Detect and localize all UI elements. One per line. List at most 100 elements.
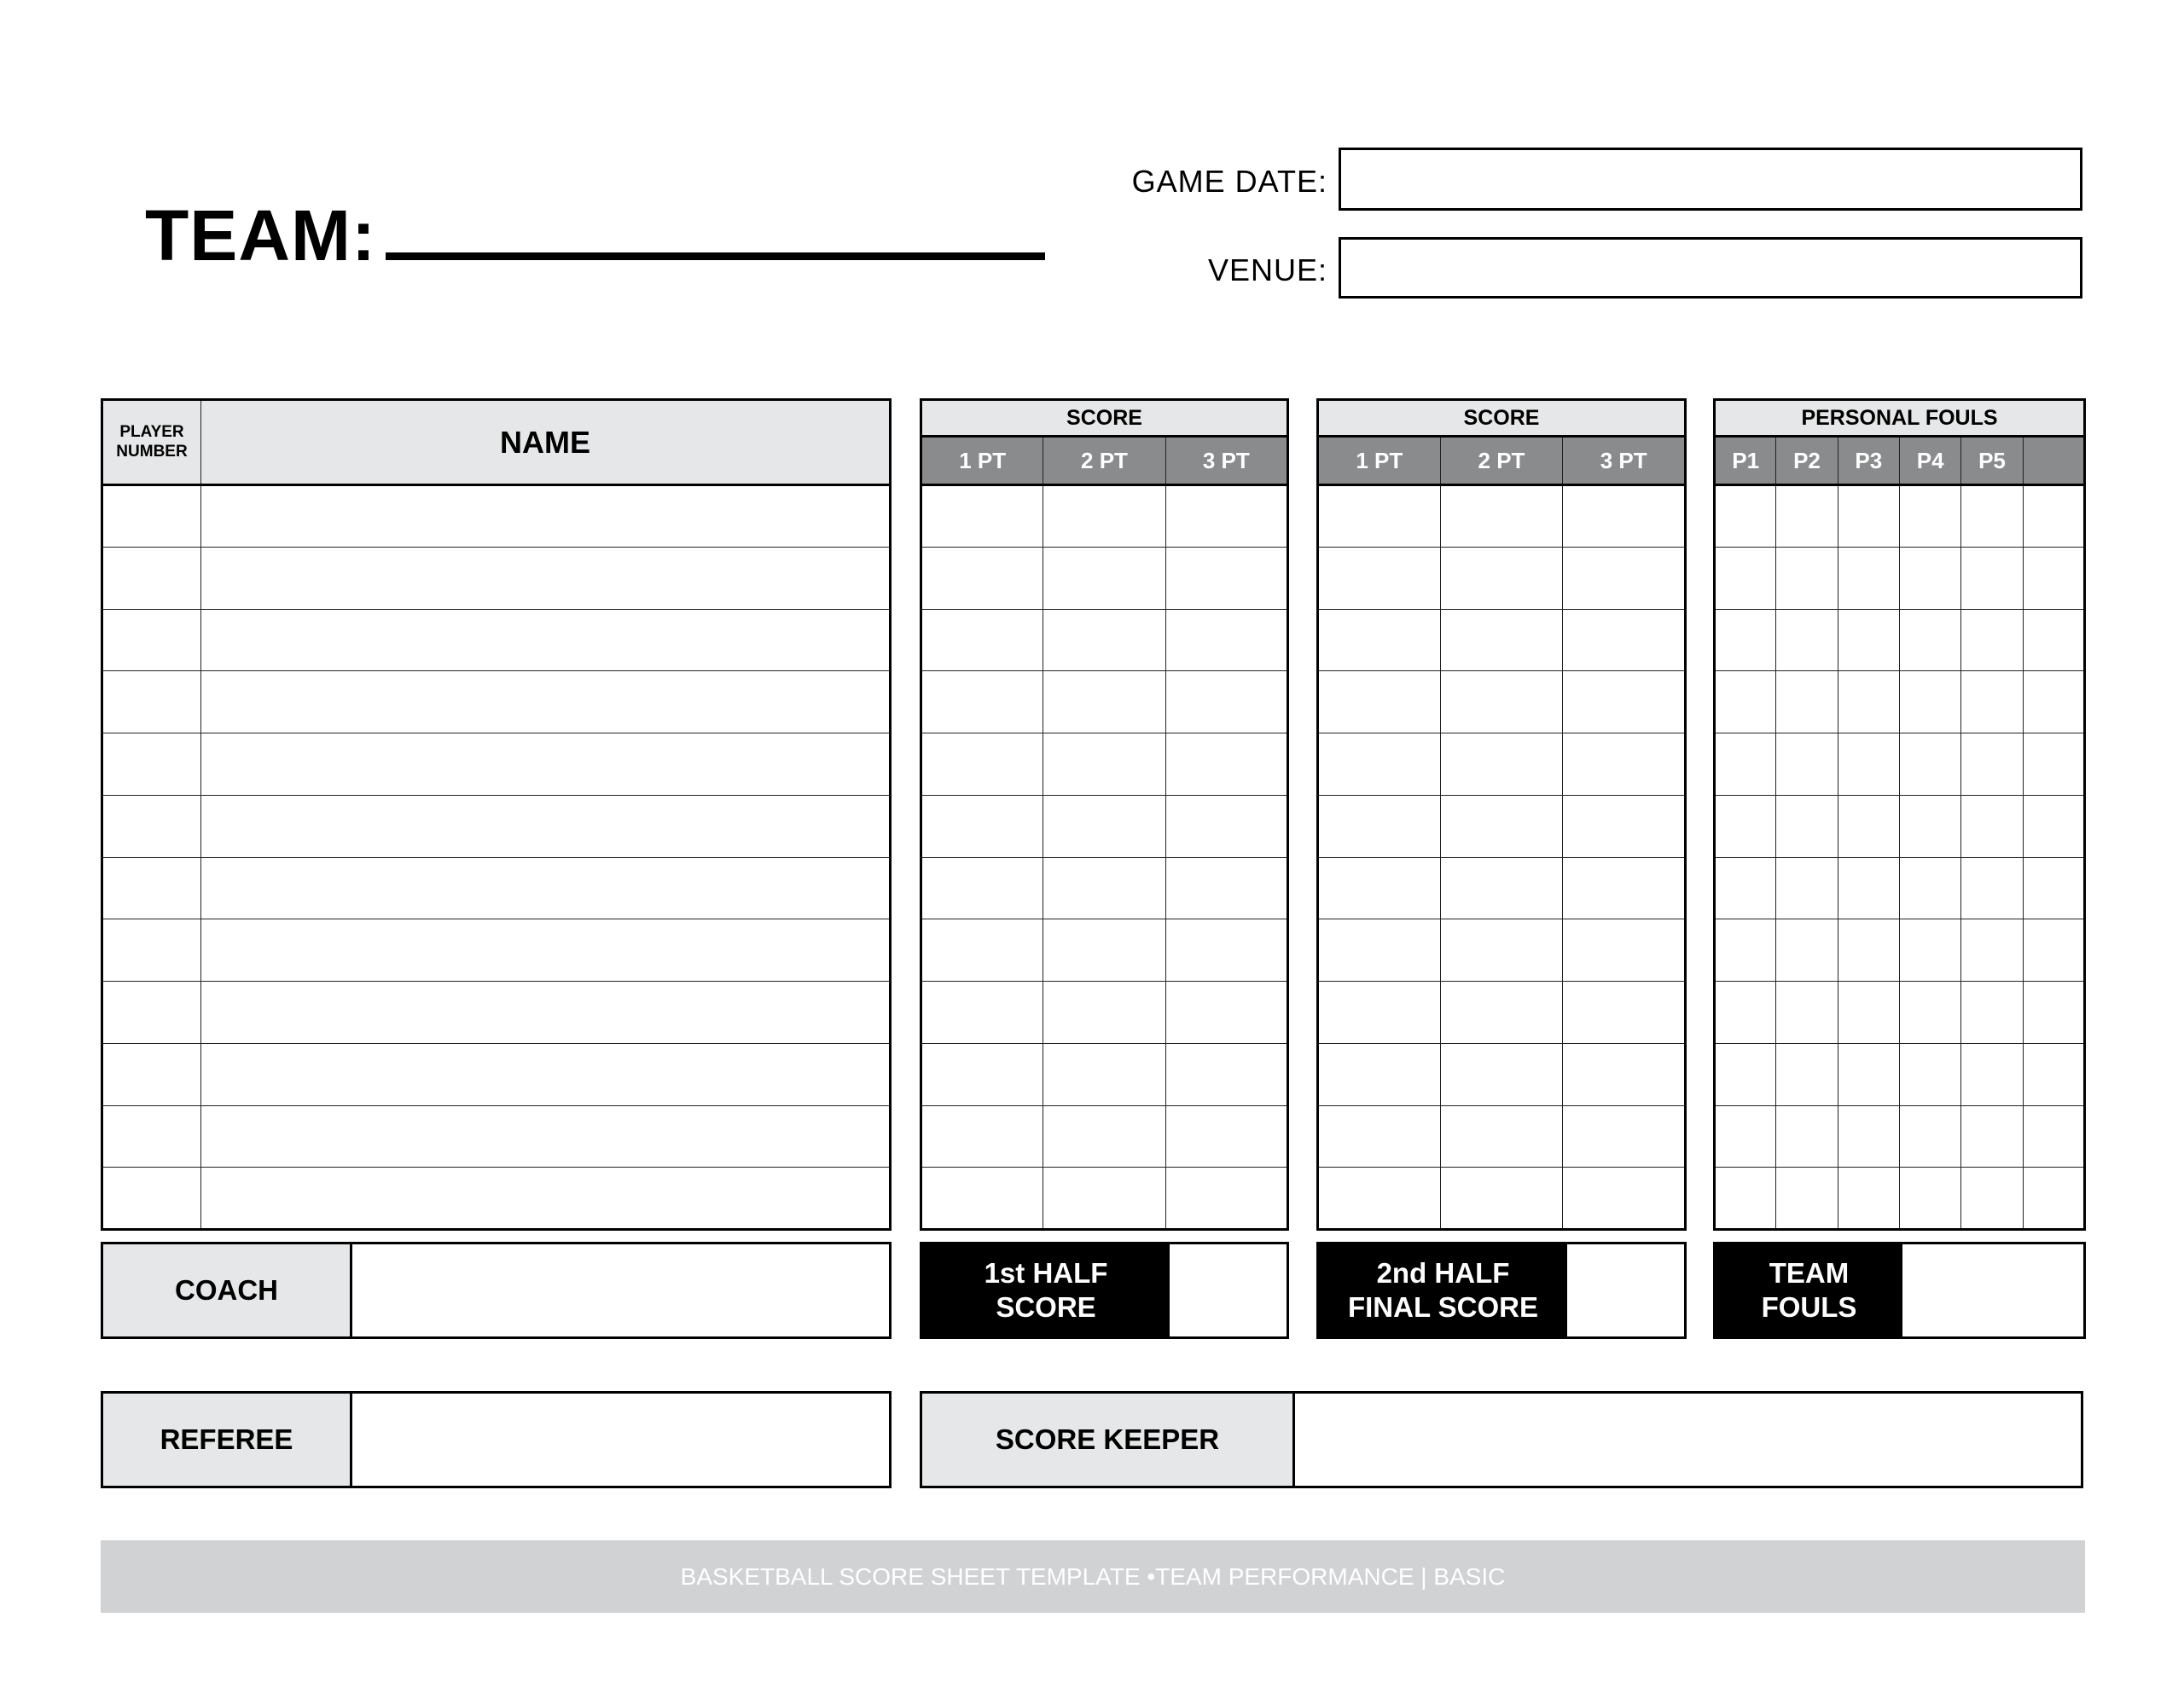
score-1-cell[interactable] [1043,919,1166,982]
foul-cell[interactable] [1837,1167,1900,1230]
foul-cell[interactable] [1898,670,1962,733]
score-2-cell[interactable] [1562,484,1686,548]
venue-field[interactable] [1339,237,2082,299]
foul-cell[interactable] [2022,919,2086,982]
score-2-cell[interactable] [1562,670,1686,733]
foul-cell[interactable] [1960,1042,2024,1106]
foul-cell[interactable] [2022,546,2086,610]
score-2-cell[interactable] [1439,608,1564,672]
score-1-cell[interactable] [1165,608,1289,672]
score-1-cell[interactable] [1043,1104,1166,1168]
score-1-cell[interactable] [1165,670,1289,733]
score-2-cell[interactable] [1317,981,1441,1044]
foul-cell[interactable] [1960,733,2024,796]
foul-cell[interactable] [1898,484,1962,548]
foul-cell[interactable] [2022,1167,2086,1230]
foul-cell[interactable] [2022,733,2086,796]
foul-cell[interactable] [1837,484,1900,548]
player-number-cell[interactable] [102,484,201,548]
player-number-cell[interactable] [102,981,201,1044]
final-score-field[interactable] [1567,1244,1684,1336]
foul-cell[interactable] [1837,856,1900,920]
score-1-cell[interactable] [920,608,1044,672]
foul-cell[interactable] [1960,794,2024,858]
foul-cell[interactable] [1898,1167,1962,1230]
player-number-cell[interactable] [102,733,201,796]
foul-cell[interactable] [1713,546,1777,610]
score-2-cell[interactable] [1439,733,1564,796]
score-2-cell[interactable] [1562,546,1686,610]
referee-field[interactable] [352,1394,889,1486]
score-1-cell[interactable] [1165,484,1289,548]
foul-cell[interactable] [1837,981,1900,1044]
foul-cell[interactable] [1713,919,1777,982]
foul-cell[interactable] [1960,484,2024,548]
foul-cell[interactable] [2022,484,2086,548]
score-2-cell[interactable] [1317,794,1441,858]
foul-cell[interactable] [1775,919,1838,982]
player-number-cell[interactable] [102,1167,201,1230]
score-2-cell[interactable] [1439,1167,1564,1230]
score-2-cell[interactable] [1439,794,1564,858]
foul-cell[interactable] [1775,670,1838,733]
foul-cell[interactable] [1713,1167,1777,1230]
player-number-cell[interactable] [102,1104,201,1168]
score-1-cell[interactable] [920,1042,1044,1106]
score-2-cell[interactable] [1562,1104,1686,1168]
score-2-cell[interactable] [1317,733,1441,796]
player-number-cell[interactable] [102,794,201,858]
player-name-cell[interactable] [200,608,891,672]
player-name-cell[interactable] [200,670,891,733]
foul-cell[interactable] [1837,919,1900,982]
foul-cell[interactable] [1713,856,1777,920]
foul-cell[interactable] [1713,1042,1777,1106]
player-name-cell[interactable] [200,794,891,858]
foul-cell[interactable] [1898,856,1962,920]
foul-cell[interactable] [1713,733,1777,796]
foul-cell[interactable] [1837,608,1900,672]
score-2-cell[interactable] [1562,856,1686,920]
score-2-cell[interactable] [1439,1042,1564,1106]
foul-cell[interactable] [1898,919,1962,982]
score-1-cell[interactable] [1165,733,1289,796]
score-2-cell[interactable] [1317,856,1441,920]
foul-cell[interactable] [2022,794,2086,858]
foul-cell[interactable] [1775,1167,1838,1230]
score-1-cell[interactable] [1165,856,1289,920]
foul-cell[interactable] [1960,1104,2024,1168]
foul-cell[interactable] [2022,856,2086,920]
score-2-cell[interactable] [1439,484,1564,548]
foul-cell[interactable] [1837,794,1900,858]
foul-cell[interactable] [1898,981,1962,1044]
score-2-cell[interactable] [1317,546,1441,610]
foul-cell[interactable] [1775,981,1838,1044]
player-name-cell[interactable] [200,1104,891,1168]
score-1-cell[interactable] [920,1104,1044,1168]
score-2-cell[interactable] [1439,1104,1564,1168]
player-name-cell[interactable] [200,1167,891,1230]
player-number-cell[interactable] [102,546,201,610]
score-1-cell[interactable] [920,856,1044,920]
team-fouls-field[interactable] [1902,1244,2083,1336]
score-2-cell[interactable] [1317,1104,1441,1168]
foul-cell[interactable] [1837,546,1900,610]
foul-cell[interactable] [1960,1167,2024,1230]
player-number-cell[interactable] [102,608,201,672]
score-1-cell[interactable] [1043,1042,1166,1106]
player-name-cell[interactable] [200,733,891,796]
foul-cell[interactable] [1775,484,1838,548]
player-name-cell[interactable] [200,1042,891,1106]
score-2-cell[interactable] [1317,670,1441,733]
score-1-cell[interactable] [1043,794,1166,858]
score-1-cell[interactable] [920,484,1044,548]
score-1-cell[interactable] [1165,1042,1289,1106]
score-2-cell[interactable] [1562,981,1686,1044]
player-name-cell[interactable] [200,919,891,982]
player-name-cell[interactable] [200,981,891,1044]
foul-cell[interactable] [2022,1042,2086,1106]
player-number-cell[interactable] [102,1042,201,1106]
foul-cell[interactable] [1775,733,1838,796]
score-1-cell[interactable] [1043,546,1166,610]
foul-cell[interactable] [1775,856,1838,920]
score-1-cell[interactable] [920,670,1044,733]
